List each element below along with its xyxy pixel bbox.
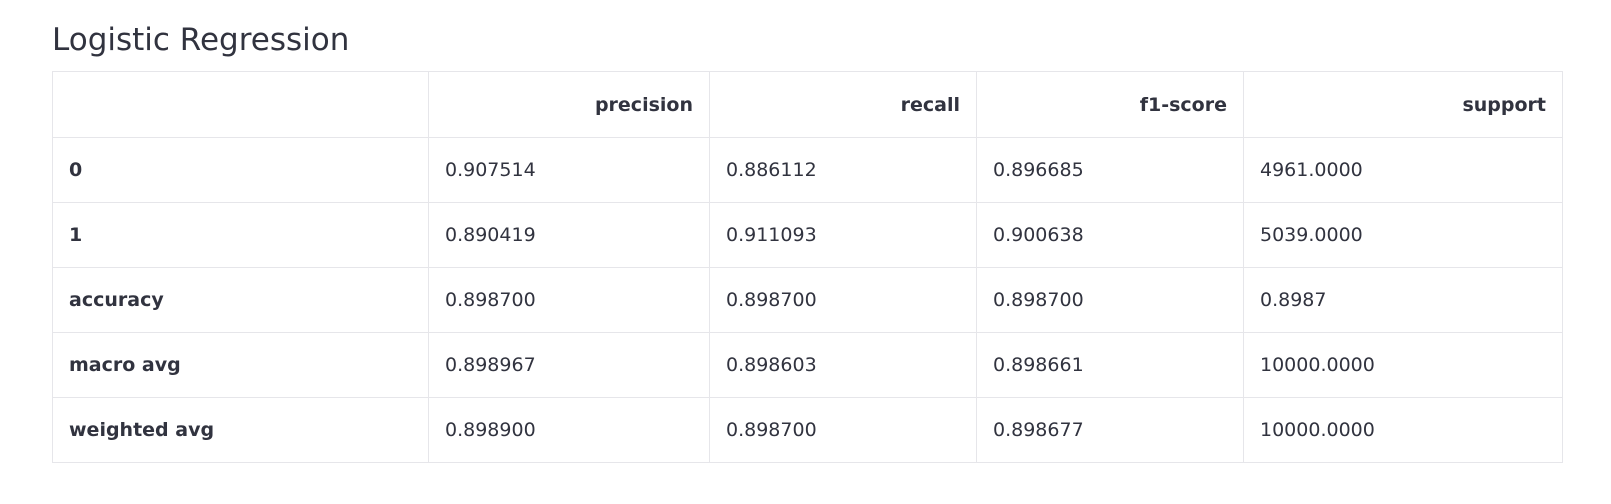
table-header-row: precision recall f1-score support bbox=[52, 71, 1563, 138]
cell-recall: 0.898700 bbox=[709, 397, 977, 463]
cell-support: 10000.0000 bbox=[1243, 397, 1563, 463]
table-row: 1 0.890419 0.911093 0.900638 5039.0000 bbox=[52, 202, 1563, 268]
cell-recall: 0.886112 bbox=[709, 137, 977, 203]
table-row: weighted avg 0.898900 0.898700 0.898677 … bbox=[52, 397, 1563, 463]
cell-recall: 0.911093 bbox=[709, 202, 977, 268]
cell-f1-score: 0.898677 bbox=[976, 397, 1244, 463]
cell-support: 5039.0000 bbox=[1243, 202, 1563, 268]
column-header-precision: precision bbox=[428, 71, 710, 138]
row-label: macro avg bbox=[52, 332, 429, 398]
row-label: accuracy bbox=[52, 267, 429, 333]
cell-support: 10000.0000 bbox=[1243, 332, 1563, 398]
row-label: 0 bbox=[52, 137, 429, 203]
cell-recall: 0.898603 bbox=[709, 332, 977, 398]
cell-precision: 0.898900 bbox=[428, 397, 710, 463]
row-label: weighted avg bbox=[52, 397, 429, 463]
cell-precision: 0.898967 bbox=[428, 332, 710, 398]
column-header-f1-score: f1-score bbox=[976, 71, 1244, 138]
cell-recall: 0.898700 bbox=[709, 267, 977, 333]
page-title: Logistic Regression bbox=[52, 22, 350, 58]
cell-precision: 0.898700 bbox=[428, 267, 710, 333]
report-container: Logistic Regression precision recall f1-… bbox=[52, 0, 1563, 463]
column-header-recall: recall bbox=[709, 71, 977, 138]
cell-support: 4961.0000 bbox=[1243, 137, 1563, 203]
table-row: 0 0.907514 0.886112 0.896685 4961.0000 bbox=[52, 137, 1563, 203]
cell-f1-score: 0.900638 bbox=[976, 202, 1244, 268]
cell-f1-score: 0.898700 bbox=[976, 267, 1244, 333]
column-header-support: support bbox=[1243, 71, 1563, 138]
cell-support: 0.8987 bbox=[1243, 267, 1563, 333]
cell-f1-score: 0.898661 bbox=[976, 332, 1244, 398]
cell-precision: 0.890419 bbox=[428, 202, 710, 268]
column-header-index bbox=[52, 71, 429, 138]
row-label: 1 bbox=[52, 202, 429, 268]
cell-f1-score: 0.896685 bbox=[976, 137, 1244, 203]
cell-precision: 0.907514 bbox=[428, 137, 710, 203]
classification-report-table: precision recall f1-score support 0 0.90… bbox=[52, 71, 1563, 463]
table-row: accuracy 0.898700 0.898700 0.898700 0.89… bbox=[52, 267, 1563, 333]
table-row: macro avg 0.898967 0.898603 0.898661 100… bbox=[52, 332, 1563, 398]
